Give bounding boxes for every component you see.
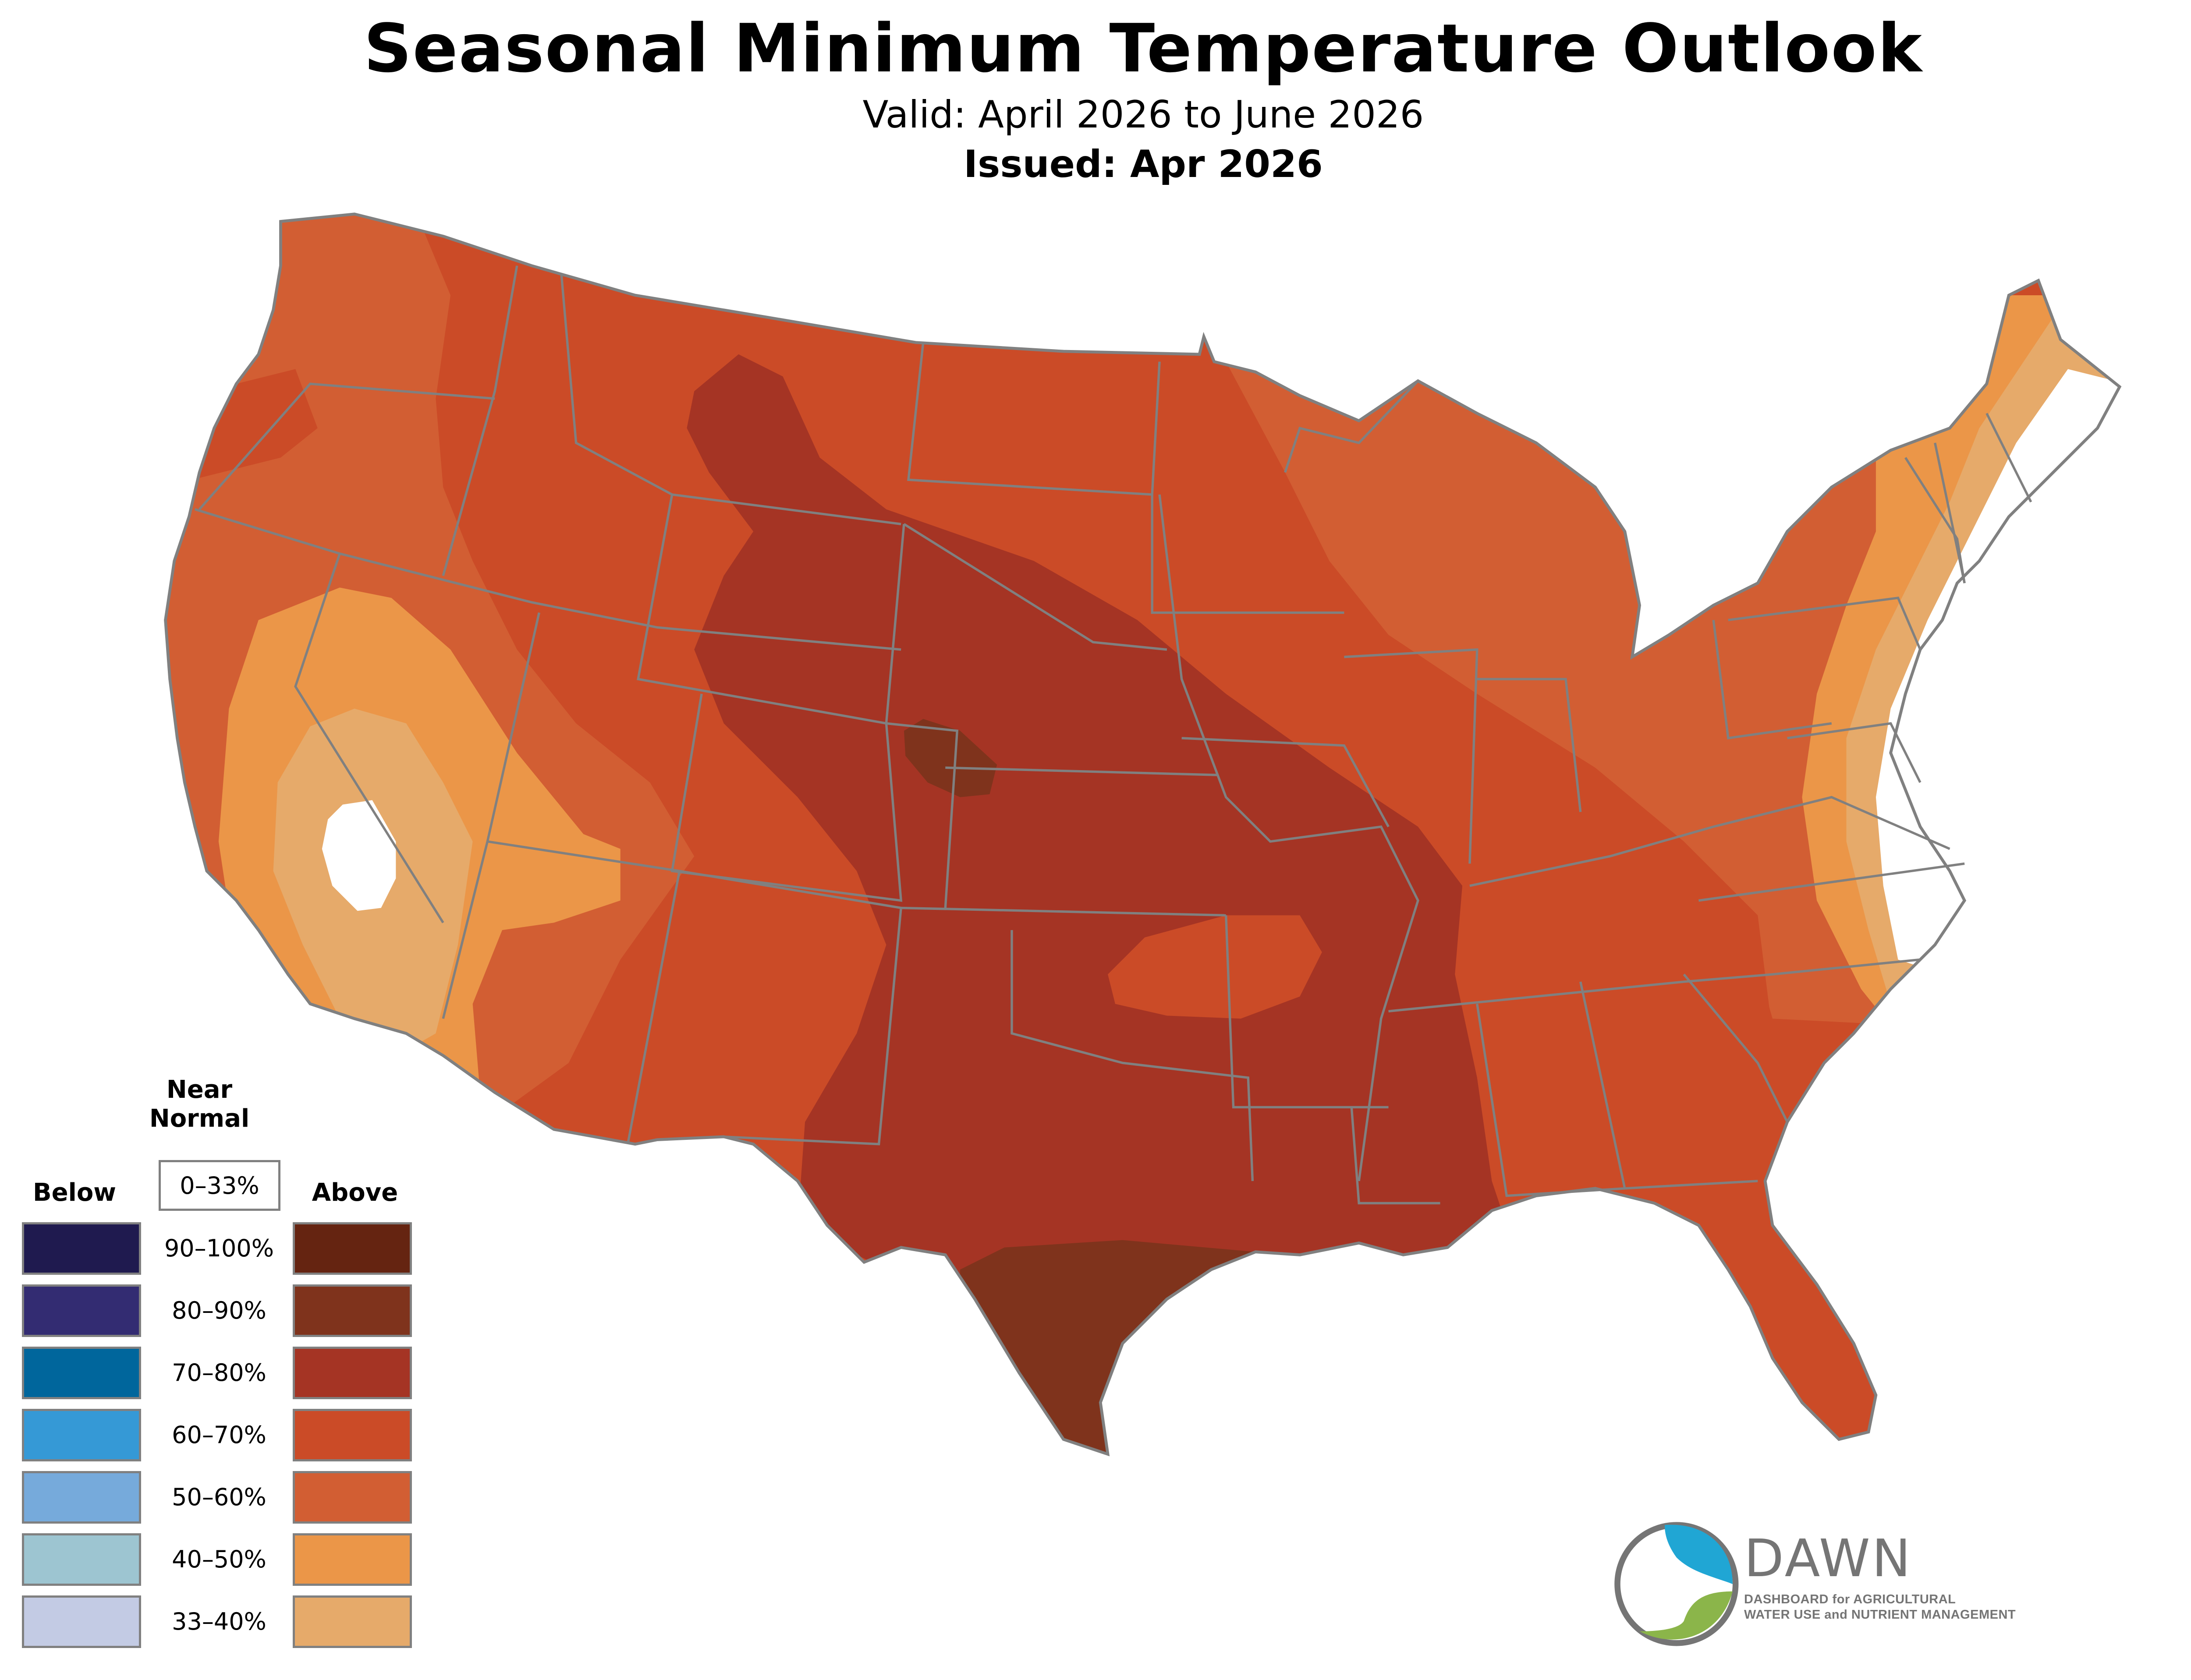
border-ut-co [670,693,903,902]
border-in-oh [1477,678,1582,812]
legend-range-label: 90–100% [164,1234,274,1262]
border-wy [637,494,905,725]
region-great-basin-center [322,800,396,911]
border-ms-al [1579,981,1626,1189]
legend-range-label: 60–70% [172,1421,266,1449]
border-or-ca-nv [195,508,901,651]
dawn-tagline-2: WATER USE and NUTRIENT MANAGEMENT [1744,1608,2016,1622]
legend-above-heading: Above [312,1178,398,1207]
legend-range-label: 80–90% [172,1297,266,1324]
border-mt-wy [560,273,901,526]
border-ny-pa [1728,596,1922,650]
border-la-ms [1350,1107,1440,1205]
legend-below-swatch [22,1347,141,1399]
legend-near-label: Near [166,1075,233,1104]
legend-below-heading: Below [32,1178,117,1207]
border-dakotas [907,342,1161,496]
border-ky-tn [1469,796,1950,887]
legend-above-swatch [293,1409,412,1461]
dawn-logo: DAWN DASHBOARD for AGRICULTURAL WATER US… [1595,1503,2077,1643]
region-central-corridor [687,354,1521,1299]
border-ia-mo [1181,737,1390,828]
region-wyoming-colorado-spot [904,719,997,797]
border-nv-ca [294,553,444,923]
border-md-va [1787,722,1922,783]
border-mo-ar [1225,915,1389,1109]
border-va-nc [1698,862,1965,902]
border-mississippi [1158,494,1419,1181]
legend-above-swatch [293,1347,412,1399]
legend-near-normal-box: 0–33% [159,1160,280,1211]
valid-period: Valid: April 2026 to June 2026 [862,93,1424,137]
legend-normal-label: Normal [149,1104,250,1133]
legend-near-normal-heading: Near Normal [145,1075,254,1133]
map-title: Seasonal Minimum Temperature Outlook [364,10,1923,87]
legend-below-swatch [22,1471,141,1524]
issued-date: Issued: Apr 2026 [964,142,1323,186]
legend-below-swatch [22,1222,141,1275]
legend-range-label: 70–80% [172,1359,266,1386]
border-ga-sc [1683,973,1789,1123]
logo-leaf [1639,1591,1733,1640]
border-ne-ks [945,766,1219,776]
state-boundaries [195,265,2032,1205]
legend-below-swatch [22,1533,141,1586]
border-co-ks [886,722,959,908]
legend-above-swatch [293,1595,412,1648]
logo-water-drop [1664,1524,1733,1584]
border-ks-ok [901,906,1226,917]
dawn-tagline-1: DASHBOARD for AGRICULTURAL [1744,1592,1956,1606]
border-tn-south [1388,958,1921,1013]
border-wi-mi [1284,380,1419,473]
border-mn-ia [1151,494,1344,614]
legend-above-swatch [293,1533,412,1586]
legend-below-swatch [22,1595,141,1648]
border-oh-pa [1712,620,1832,740]
legend-below-swatch [22,1409,141,1461]
legend-range-label: 40–50% [172,1546,266,1573]
legend-range-label: 33–40% [172,1608,266,1635]
region-south-texas [960,1240,1270,1454]
border-wa-or [199,382,495,510]
region-kansas-oklahoma-pocket [1108,915,1322,1019]
border-vt-nh-me [1934,413,2032,584]
border-id-mt [442,265,518,577]
legend-above-swatch [293,1222,412,1275]
region-mid-atlantic-coast [1920,620,1994,783]
border-sd-ne [903,523,1167,651]
legend-near-normal-range: 0–33% [180,1171,259,1199]
legend-range-label: 50–60% [172,1483,266,1511]
legend-below-swatch [22,1284,141,1337]
legend-above-swatch [293,1471,412,1524]
border-ok-tx [1010,930,1254,1181]
legend-above-swatch [293,1284,412,1337]
dawn-logo-mark [1614,1522,1739,1646]
border-nm-tx [679,870,903,1146]
border-il-in [1344,648,1478,864]
dawn-wordmark: DAWN [1744,1528,1913,1588]
